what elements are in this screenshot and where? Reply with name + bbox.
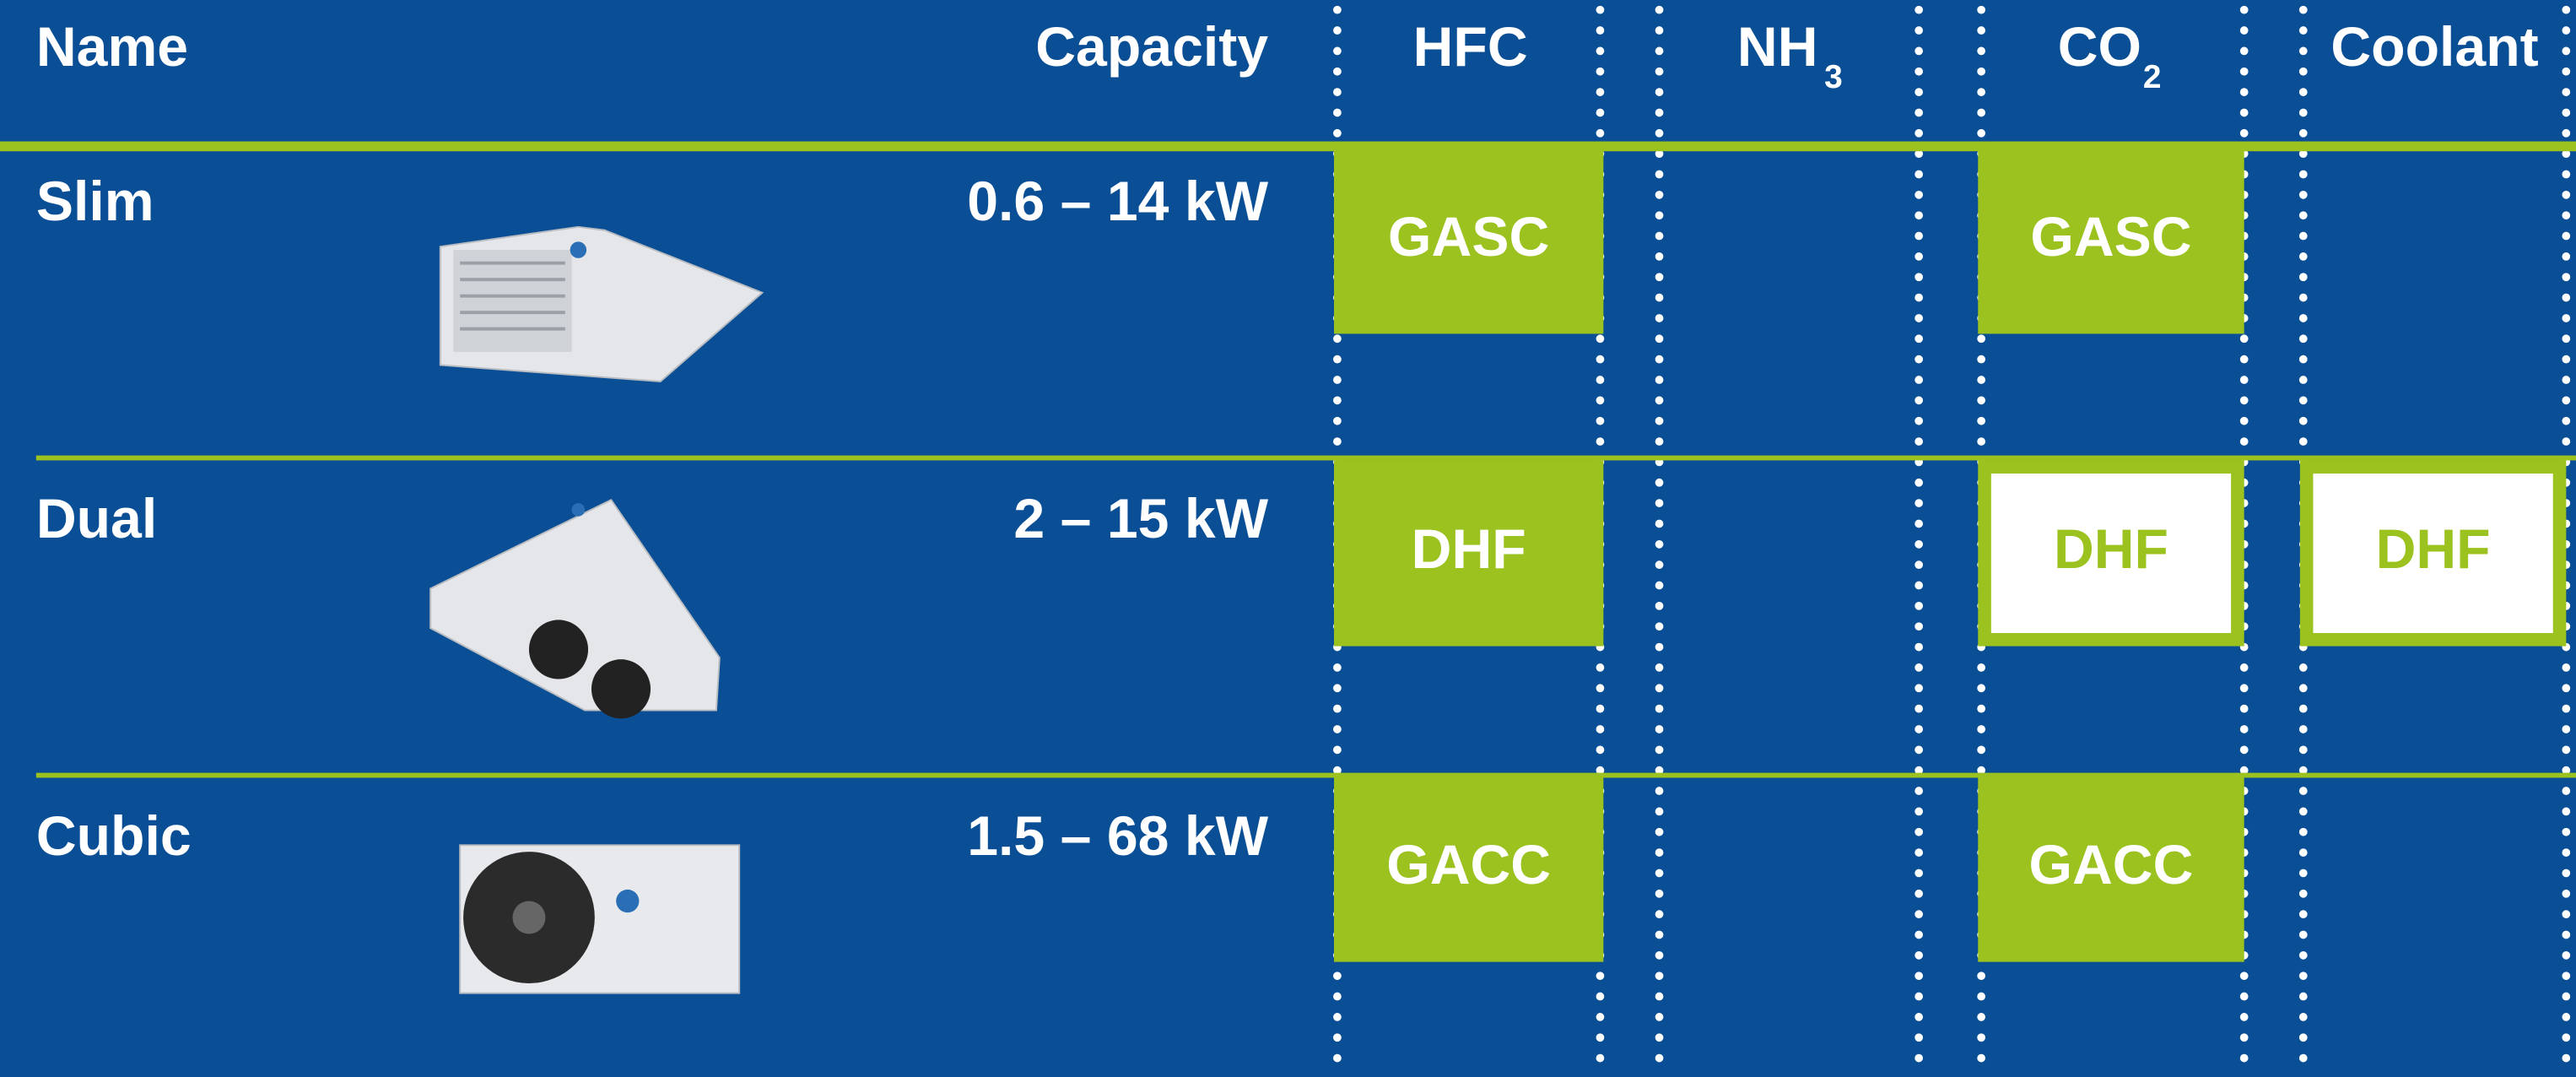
header-capacity: Capacity [1035,16,1268,78]
rows: Slim 0.6 – 14 kW GASC GASC Dual 2 – 15 kW DHF D… [36,148,2567,962]
row-capacity: 1.5 – 68 kW [967,805,1268,868]
header-name: Name [36,16,188,78]
header-nh3-sub: 3 [1824,59,1843,95]
row-rule [35,455,2576,461]
header-co2-sub: 2 [2143,59,2162,95]
cell-label: GASC [1388,206,1549,268]
cell-box [1978,776,2244,962]
header-rule [0,141,2576,152]
product-image [429,498,721,719]
cell-box [1978,148,2244,334]
header-coolant: Coolant [2330,16,2538,78]
header-co2: CO [2058,16,2141,78]
row-capacity: 0.6 – 14 kW [967,170,1268,233]
product-image [459,844,741,994]
cell-label: GASC [2030,206,2191,268]
cell-box-inner [1990,474,2232,634]
row-name: Slim [36,170,154,233]
cell-box [1334,460,1604,647]
cell-label: DHF [2376,518,2491,581]
cell-label: DHF [1412,518,1526,581]
cell-label: GACC [2029,834,2194,896]
header-nh3: NH [1737,16,1818,78]
product-image [439,225,764,382]
row-rule [35,772,2576,778]
cell-box [1334,148,1604,334]
cell-label: GACC [1386,834,1551,896]
row-name: Cubic [36,805,192,868]
row-capacity: 2 – 15 kW [1013,488,1268,550]
header-hfc: HFC [1413,16,1528,78]
row-name: Dual [36,488,157,550]
cell-label: DHF [2054,518,2168,581]
cell-box [1334,776,1604,962]
cell-box-inner [2313,474,2553,634]
